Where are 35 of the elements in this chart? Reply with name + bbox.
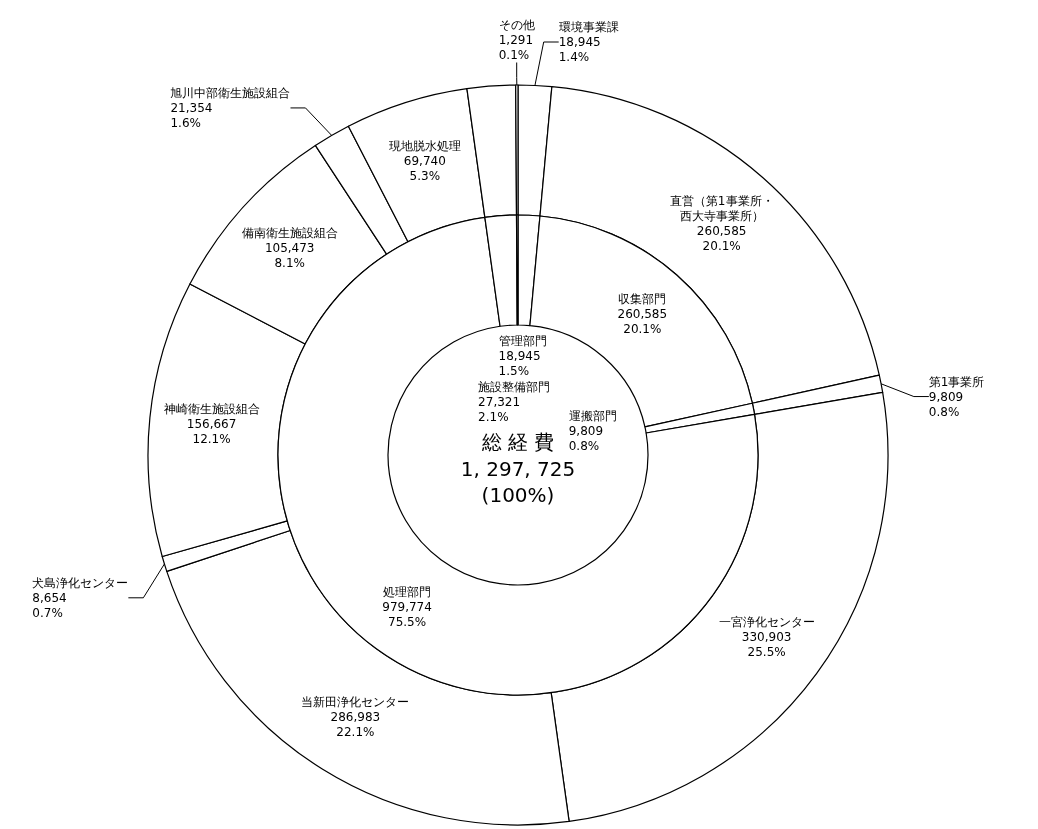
slice-label: 当新田浄化センター [301, 694, 410, 709]
data-label: 21,354 1.6% [170, 100, 213, 130]
text: 総 経 費 [480, 430, 555, 454]
slice-label: 環境事業課 [558, 20, 619, 34]
data-label: 9,809 0.8% [568, 423, 604, 453]
data-label: 330,903 25.5% [741, 629, 792, 659]
slice-label: 犬島浄化センター [32, 575, 129, 590]
slice-label: 旭川中部衛生施設組合 [170, 85, 291, 100]
data-label: 1,291 0.1% [498, 33, 534, 62]
slice-label: 収集部門 [618, 291, 667, 306]
data-label: 260,585 20.1% [696, 224, 747, 254]
slice-label: 運搬部門 [568, 408, 617, 423]
data-label: 286,983 22.1% [330, 709, 381, 739]
data-label: 18,945 1.5% [498, 348, 541, 378]
slice-label: 第1事業所 [928, 374, 985, 389]
data-label: 18,945 1.4% [558, 35, 601, 64]
slice-label: 一宮浄化センター [718, 614, 815, 629]
data-label: 105,473 8.1% [264, 241, 315, 271]
slice-label: 現地脱水処理 [388, 139, 461, 154]
data-label: 156,667 12.1% [186, 416, 237, 446]
slice-label: 管理部門 [498, 333, 547, 348]
data-label: 69,740 5.3% [403, 154, 446, 184]
data-label: 27,321 2.1% [478, 394, 521, 424]
slice-label: その他 [498, 18, 535, 32]
data-label: 8,654 0.7% [32, 590, 67, 620]
slice-label: 備南衛生施設組合 [241, 226, 338, 241]
text: (100%) [481, 483, 555, 507]
text: 1, 297, 725 [460, 457, 576, 481]
slice-label: 処理部門 [383, 584, 432, 599]
slice-label: 直営（第1事業所・西大寺事業所） [669, 194, 774, 224]
data-label: 260,585 20.1% [617, 306, 668, 336]
data-label: 9,809 0.8% [928, 389, 964, 419]
slice-label: 施設整備部門 [478, 379, 551, 394]
slice-label: 神崎衛生施設組合 [163, 401, 260, 416]
data-label: 979,774 75.5% [382, 599, 432, 629]
